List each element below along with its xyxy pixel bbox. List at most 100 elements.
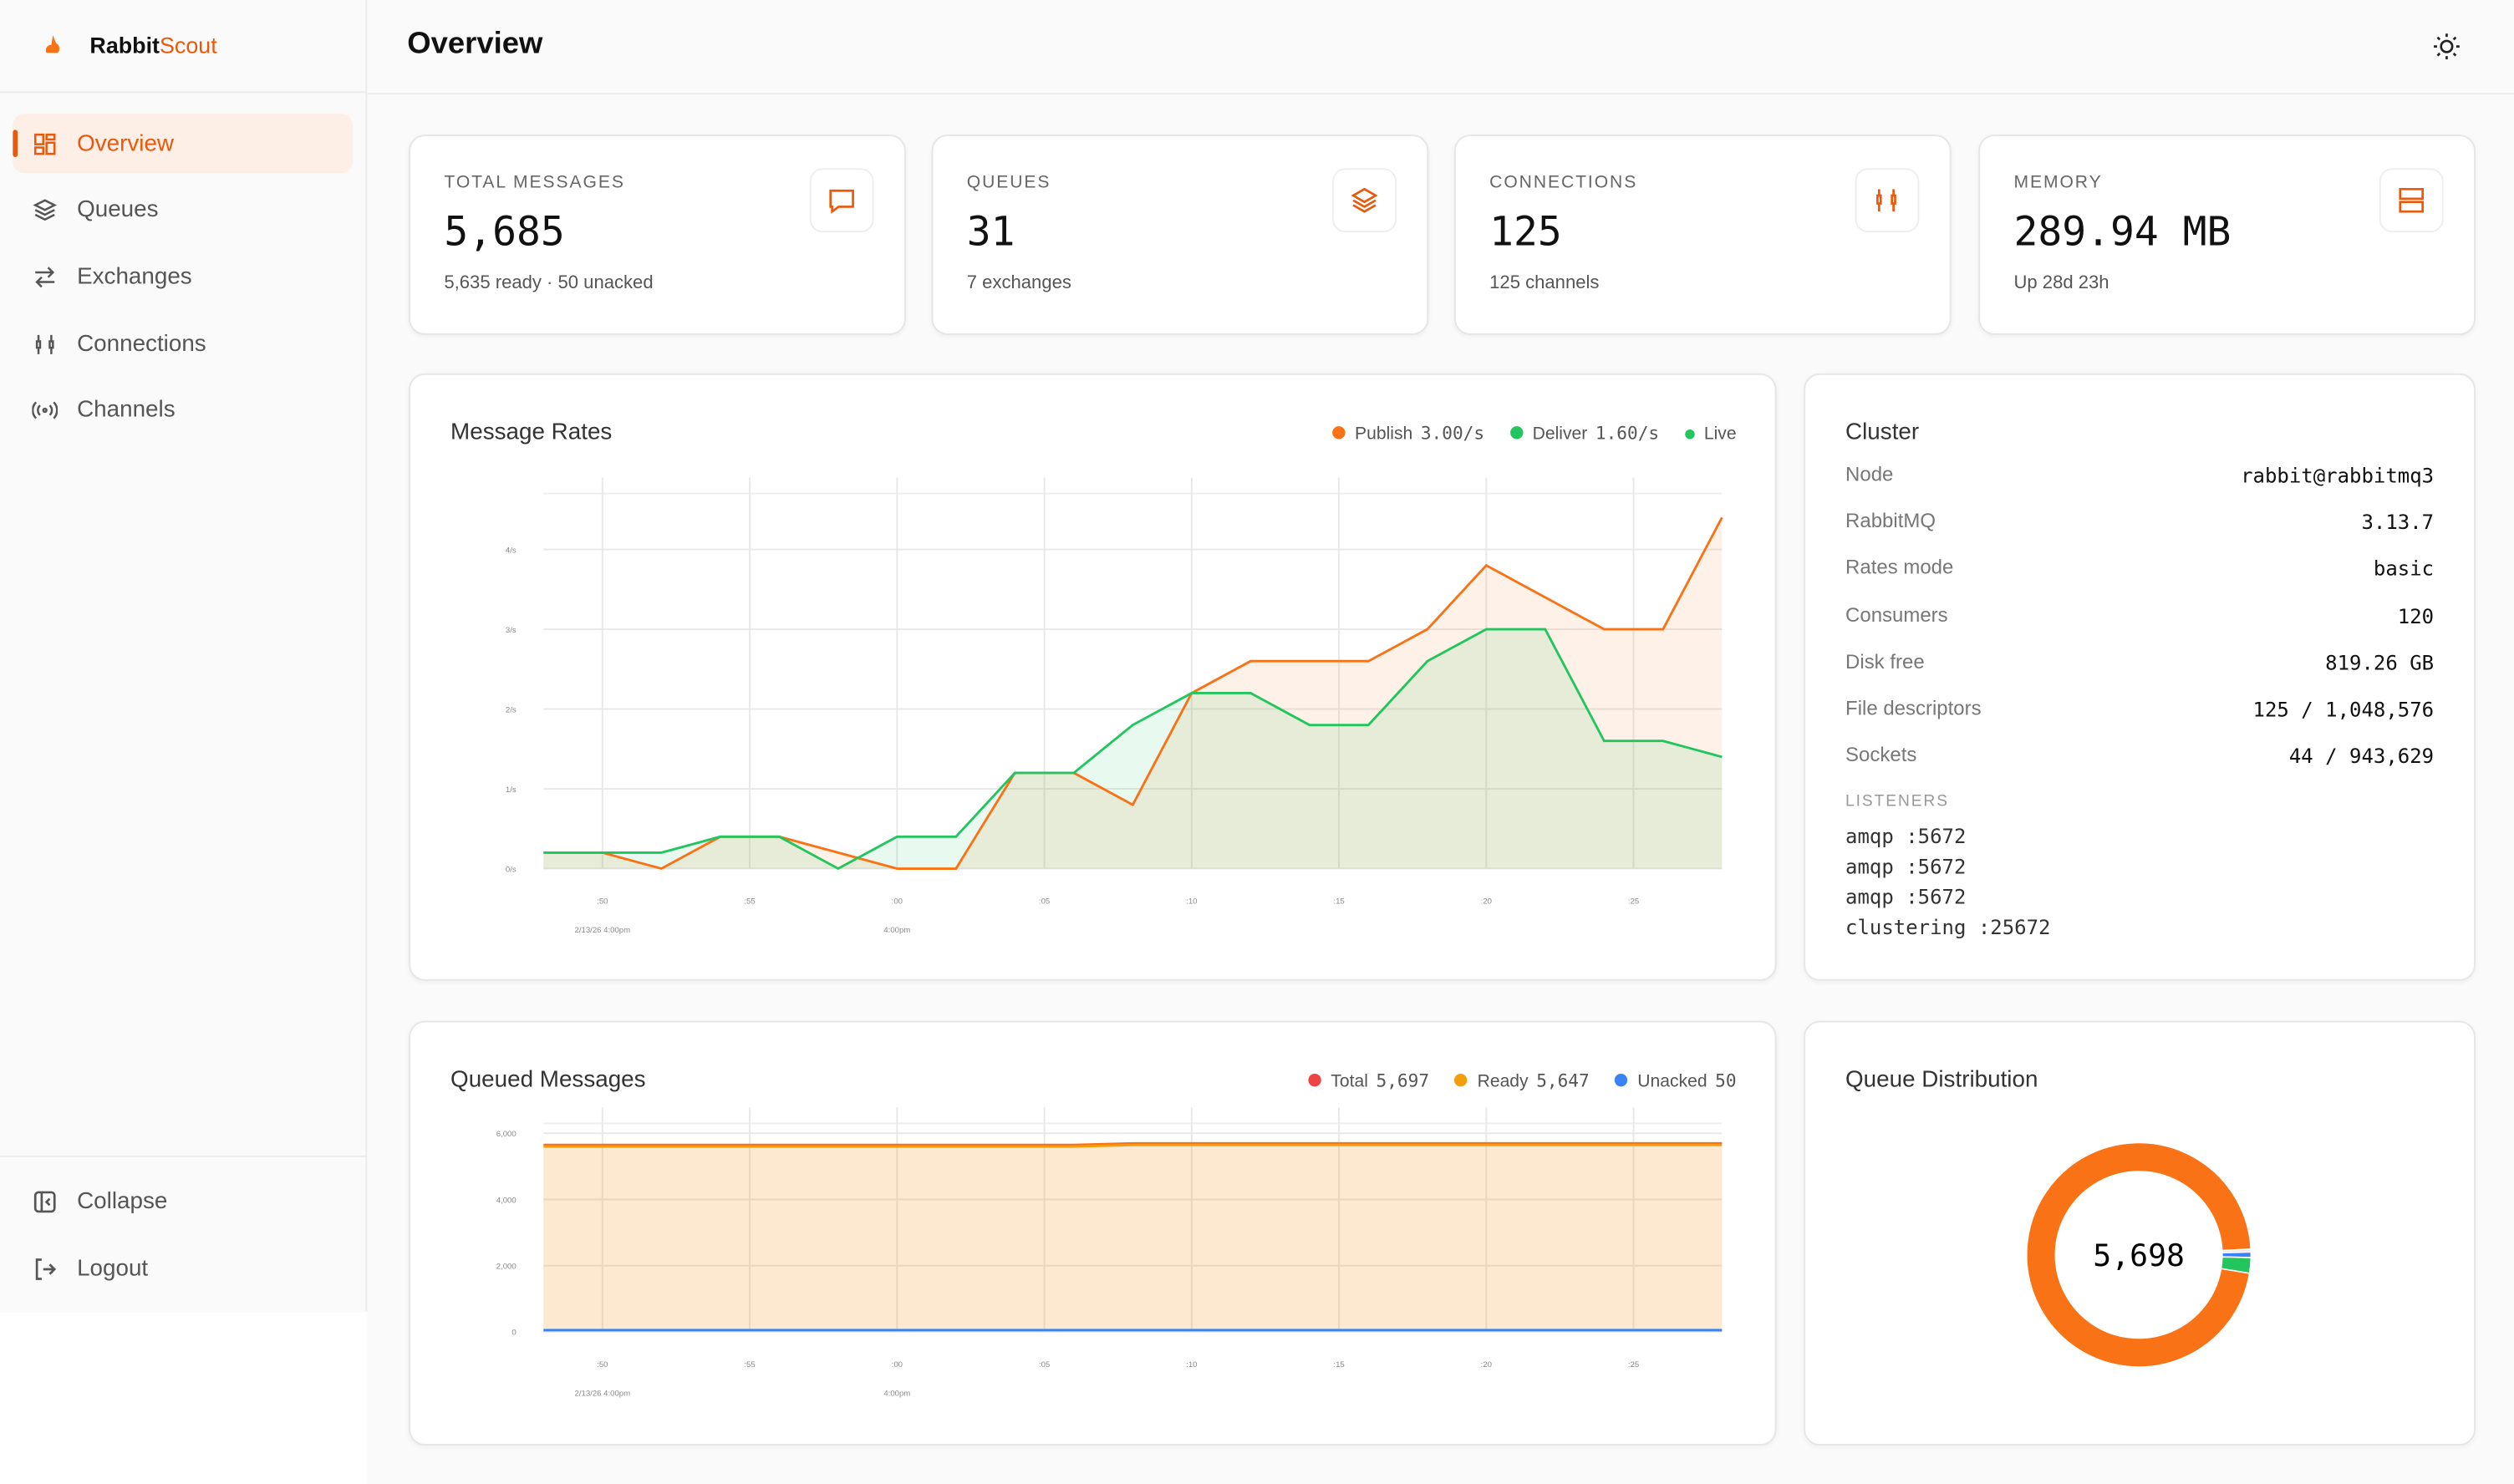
logout-label: Logout	[77, 1255, 149, 1282]
chart-plot: 0/s 1/s 2/s 3/s 4/s:50:55:00:05:10:15:20:25 2…	[506, 477, 1723, 935]
legend-value: 3.00/s	[1420, 423, 1485, 445]
icon-path	[2399, 187, 2424, 213]
icon	[33, 199, 58, 221]
listener: amqp :5672	[1845, 823, 1967, 848]
icon	[1351, 187, 1378, 213]
stat-sub: 7 exchanges	[966, 273, 1071, 293]
legend-swatch	[1509, 426, 1524, 440]
legend-name: Publish	[1355, 424, 1413, 445]
nav-item[interactable]: Connections	[13, 314, 353, 374]
donut: 5,698	[2026, 1141, 2252, 1368]
stat-label: TOTAL MESSAGES	[444, 173, 625, 193]
x-tick-label: :05	[1039, 897, 1050, 907]
x-tick-label: :15	[1333, 897, 1344, 907]
legend-value: 1.60/s	[1595, 423, 1660, 445]
nav-label: Channels	[77, 398, 176, 424]
nav-label: Connections	[77, 331, 206, 357]
icon-path	[33, 132, 56, 155]
legend: Total 5,697 Ready 5,647 Unacked 50	[1308, 1070, 1737, 1092]
nav-label: Overview	[77, 130, 175, 156]
stat-card: TOTAL MESSAGES 5,685 5,635 ready · 50 unac…	[409, 135, 906, 335]
legend-item: Unacked 50	[1615, 1070, 1737, 1092]
legend-value: 50	[1715, 1070, 1737, 1092]
x-tick-label: :10	[1186, 897, 1197, 907]
icon-path	[1351, 187, 1378, 213]
x-tick-label: :00	[892, 897, 903, 907]
logout-button[interactable]: Logout	[13, 1239, 353, 1298]
row-value: 3.13.7	[2361, 510, 2435, 535]
y-tick-label: 1/s	[506, 785, 517, 795]
live-dot	[1684, 429, 1695, 439]
legend-name: Ready	[1477, 1072, 1529, 1092]
stat-card: MEMORY 289.94 MB Up 28d 23h	[1978, 135, 2476, 335]
line	[543, 1143, 1723, 1148]
stat-icon	[1332, 168, 1397, 233]
x-tick-label: :55	[744, 897, 755, 907]
header: Overview	[367, 0, 2514, 95]
y-tick-label: 0	[511, 1329, 516, 1338]
legend-swatch	[1332, 426, 1346, 440]
x-tick-label: :05	[1039, 1360, 1050, 1370]
legend-item: Deliver 1.60/s	[1509, 423, 1660, 445]
stat-label: CONNECTIONS	[1489, 173, 1638, 193]
y-tick-label: 2,000	[496, 1262, 517, 1271]
brand-part: Rabbit	[89, 32, 160, 58]
y-tick-label: 3/s	[506, 626, 517, 635]
x-tick-label: :15	[1333, 1360, 1344, 1370]
icon-path	[35, 334, 54, 354]
legend-swatch	[1615, 1074, 1628, 1087]
legend-name: Deliver	[1532, 424, 1588, 445]
row-key: RabbitMQ	[1845, 510, 1936, 533]
nav-item[interactable]: Queues	[13, 180, 353, 240]
donut-center-label: 5,698	[2093, 1238, 2185, 1273]
row-value: 125 / 1,048,576	[2252, 697, 2435, 722]
icon	[2399, 187, 2424, 213]
listener: amqp :5672	[1845, 854, 1967, 879]
queued-messages-card: Queued Messages Total 5,697 Ready 5,647 Unack…	[409, 1020, 1777, 1446]
row-key: Rates mode	[1845, 556, 1954, 580]
legend-swatch	[1454, 1074, 1468, 1087]
sidebar: RabbitScout Overview Queues Exchanges Conne…	[0, 0, 368, 1311]
y-tick-label: 4/s	[506, 546, 517, 555]
row-key: File descriptors	[1845, 697, 1982, 720]
icon	[35, 334, 54, 354]
divider	[0, 1155, 366, 1157]
message-rates-card: Message Rates Publish 3.00/s Deliver 1.60/s L…	[409, 373, 1777, 981]
nav-item[interactable]: Exchanges	[13, 247, 353, 307]
legend-name: Unacked	[1637, 1072, 1707, 1092]
chart-title: Message Rates	[450, 419, 613, 446]
row-value: 44 / 943,629	[2288, 744, 2435, 769]
legend: Publish 3.00/s Deliver 1.60/s Live	[1332, 423, 1737, 445]
legend-item: Live	[1684, 424, 1737, 443]
icon	[35, 1258, 57, 1279]
listener: clustering :25672	[1845, 915, 2051, 939]
legend-item: Ready 5,647	[1454, 1070, 1590, 1092]
line	[543, 1141, 1723, 1146]
sidebar-footer-space	[0, 1312, 368, 1484]
legend-name: Total	[1331, 1072, 1368, 1092]
queue-distribution-card: Queue Distribution 5,698	[1804, 1020, 2476, 1446]
icon-path	[1876, 189, 1896, 212]
row-value: rabbit@rabbitmq3	[2241, 463, 2435, 488]
row-key: Node	[1845, 463, 1894, 486]
y-tick-label: 4,000	[496, 1196, 517, 1205]
theme-toggle[interactable]	[2432, 32, 2461, 61]
stat-sub: 125 channels	[1489, 273, 1600, 293]
stat-card: CONNECTIONS 125 125 channels	[1453, 135, 1952, 335]
stat-sub: 5,635 ready · 50 unacked	[444, 273, 654, 293]
chart-title: Queued Messages	[450, 1067, 646, 1094]
nav-label: Queues	[77, 197, 159, 223]
nav-item[interactable]: Overview	[13, 114, 354, 174]
icon-path	[33, 199, 58, 221]
icon	[33, 1190, 56, 1212]
nav-item[interactable]: Channels	[13, 381, 353, 440]
icon-path	[32, 402, 59, 420]
x-tick-label: :25	[1628, 897, 1639, 907]
row-value: basic	[2373, 556, 2435, 582]
collapse-button[interactable]: Collapse	[13, 1171, 353, 1231]
icon	[33, 132, 56, 155]
x-tick-sublabel: 4:00pm	[883, 926, 910, 935]
x-tick-sublabel: 2/13/26 4:00pm	[575, 926, 631, 935]
legend-item: Total 5,697	[1308, 1070, 1429, 1091]
x-tick-label: :20	[1481, 897, 1492, 907]
